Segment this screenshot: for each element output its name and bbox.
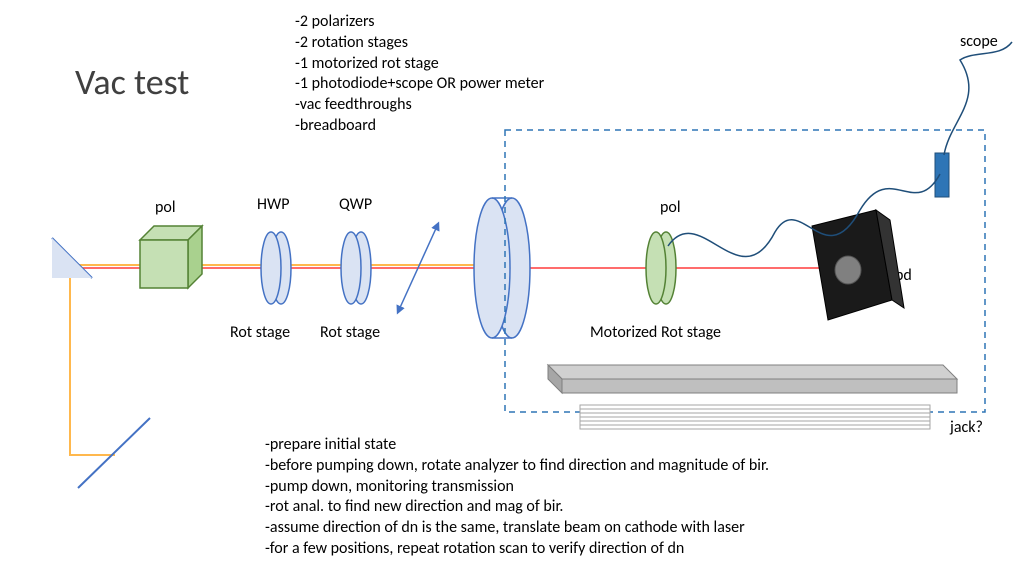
list-item: -before pumping down, rotate analyzer to… — [265, 456, 769, 477]
orange-path — [70, 265, 490, 455]
list-item: -2 polarizers — [295, 12, 544, 33]
label-hwp: HWP — [257, 195, 289, 214]
list-item: -for a few positions, repeat rotation sc… — [265, 539, 769, 560]
equipment-list: -2 polarizers -2 rotation stages -1 moto… — [295, 12, 544, 137]
label-pol1: pol — [155, 198, 176, 217]
detector — [935, 153, 949, 197]
polarizer-cube — [140, 226, 202, 288]
scope-wire — [944, 42, 1012, 155]
label-rotstage1: Rot stage — [230, 323, 290, 342]
page-title: Vac test — [75, 60, 189, 104]
jack — [580, 405, 930, 429]
vacuum-box — [505, 130, 985, 412]
label-rotstage2: Rot stage — [320, 323, 380, 342]
mirror-top — [52, 238, 92, 278]
list-item: -1 motorized rot stage — [295, 54, 544, 75]
polarization-arrow — [398, 224, 438, 312]
breadboard — [548, 365, 957, 393]
list-item: -vac feedthroughs — [295, 95, 544, 116]
label-breadboard: Bread board — [660, 372, 740, 391]
label-pd: pd — [895, 266, 912, 285]
qwp-disc — [341, 232, 371, 304]
list-item: -rot anal. to find new direction and mag… — [265, 497, 769, 518]
signal-wire — [668, 174, 940, 257]
mirror-bottom — [78, 418, 150, 488]
hwp-disc — [261, 232, 291, 304]
label-qwp: QWP — [339, 195, 372, 214]
photodiode — [812, 210, 904, 320]
vacuum-window — [474, 198, 530, 338]
label-scope: scope — [960, 32, 998, 51]
label-motorized-rotstage: Motorized Rot stage — [590, 323, 721, 342]
list-item: -2 rotation stages — [295, 33, 544, 54]
procedure-list: -prepare initial state -before pumping d… — [265, 435, 769, 560]
list-item: -breadboard — [295, 116, 544, 137]
list-item: -prepare initial state — [265, 435, 769, 456]
list-item: -assume direction of dn is the same, tra… — [265, 518, 769, 539]
label-pol2: pol — [660, 198, 681, 217]
list-item: -pump down, monitoring transmission — [265, 477, 769, 498]
polarizer2-disc — [646, 232, 676, 304]
list-item: -1 photodiode+scope OR power meter — [295, 74, 544, 95]
label-jack: jack? — [950, 418, 983, 437]
